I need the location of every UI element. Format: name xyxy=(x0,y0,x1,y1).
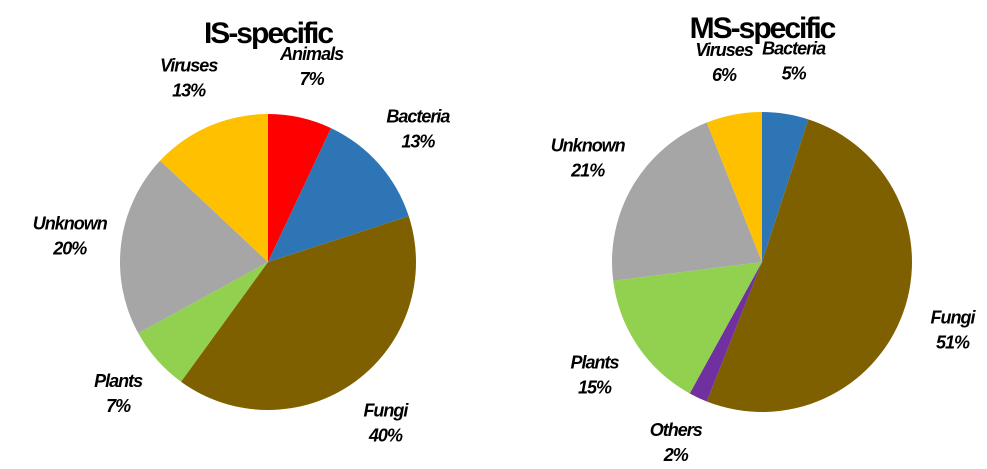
pie-slice xyxy=(762,112,809,262)
pie-slice xyxy=(706,112,762,262)
slice-value-label: 7% xyxy=(300,69,325,89)
pie-slice xyxy=(706,119,913,413)
slice-label: Others xyxy=(650,420,703,440)
pie-slice xyxy=(612,122,762,281)
pie-slice xyxy=(613,262,762,394)
pie-slice xyxy=(268,128,409,262)
pie-slice xyxy=(268,114,332,262)
slice-label: Plants xyxy=(571,353,620,373)
slice-value-label: 13% xyxy=(172,80,206,100)
pie-slice xyxy=(120,160,268,334)
slice-value-label: 7% xyxy=(106,396,131,416)
slice-label: Viruses xyxy=(160,55,218,75)
slice-label: Unknown xyxy=(33,214,108,234)
slice-label: Viruses xyxy=(695,40,753,60)
pie-slice xyxy=(138,262,268,382)
slice-label: Bacteria xyxy=(386,107,450,127)
slice-value-label: 40% xyxy=(368,425,403,445)
slice-value-label: 15% xyxy=(578,378,612,398)
slice-value-label: 13% xyxy=(401,132,435,152)
pie-slice xyxy=(689,262,762,402)
slice-label: Unknown xyxy=(551,136,626,156)
slice-value-label: 6% xyxy=(712,65,737,85)
slice-label: Fungi xyxy=(363,400,409,420)
slice-label: Bacteria xyxy=(762,39,826,59)
slice-label: Animals xyxy=(279,44,344,64)
chart-title: IS-specific xyxy=(204,17,333,50)
slice-label: Fungi xyxy=(931,307,977,327)
pie-slice xyxy=(181,216,417,411)
slice-value-label: 5% xyxy=(782,64,807,84)
chart-title: MS-specific xyxy=(690,12,836,45)
slice-value-label: 21% xyxy=(570,161,605,181)
slice-value-label: 20% xyxy=(52,239,87,259)
slice-value-label: 2% xyxy=(663,445,689,465)
pie-slice xyxy=(160,114,268,262)
slice-label: Plants xyxy=(94,371,143,391)
slice-value-label: 51% xyxy=(936,332,970,352)
